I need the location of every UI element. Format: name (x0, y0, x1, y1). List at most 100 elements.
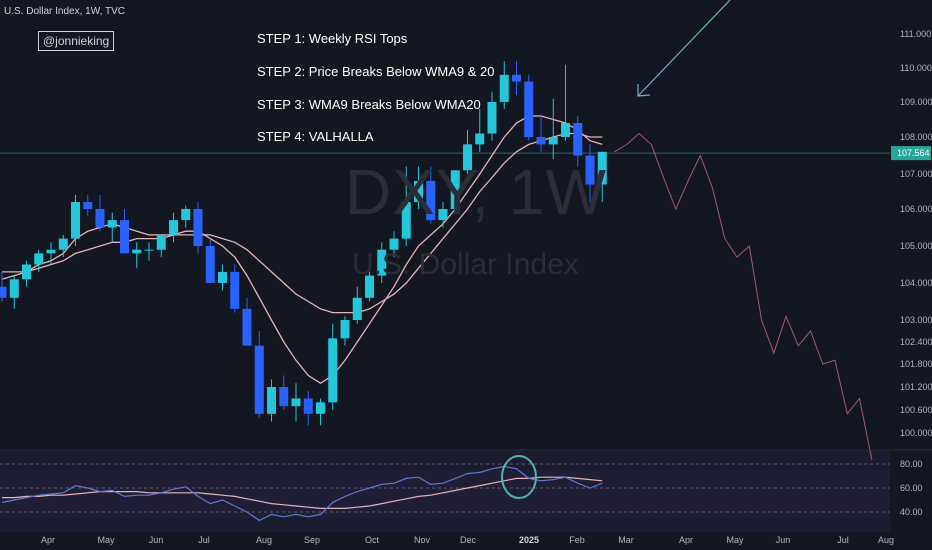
candle-body (475, 133, 485, 145)
x-tick-label: Jun (149, 535, 164, 545)
x-tick-label: 2025 (519, 535, 539, 545)
price-tick-label: 101.200 (900, 382, 932, 392)
last-price-badge (891, 146, 931, 161)
price-tick-label: 111.000 (900, 29, 931, 39)
candle-body (536, 137, 546, 145)
rsi-tick-label: 80.00 (900, 459, 923, 469)
candle-body (181, 209, 191, 221)
candle-body (548, 137, 558, 145)
candle-body (34, 253, 44, 265)
x-tick-label: May (97, 535, 115, 545)
x-tick-label: Feb (569, 535, 585, 545)
annotation-arrow-line (637, 0, 731, 97)
price-tick-label: 103.000 (900, 315, 932, 325)
candle-body (205, 246, 215, 283)
candle-body (450, 170, 460, 209)
candle-body (279, 387, 289, 407)
candle-body (193, 209, 203, 246)
candle-body (218, 271, 227, 283)
axes: 111.000 110.000 109.000 108.000 107.000 106.0… (0, 29, 932, 545)
price-tick-label: 104.000 (900, 278, 932, 288)
x-tick-label: Mar (618, 535, 634, 545)
candle-body (597, 151, 607, 185)
watermark-name: U.S. Dollar Index (352, 248, 579, 281)
chart-title: U.S. Dollar Index, 1W, TVC (4, 6, 125, 17)
price-tick-label: 108.000 (900, 132, 932, 142)
candle-body (132, 249, 142, 254)
watermark-symbol: DXY, 1W (345, 156, 607, 228)
step-4-label: STEP 4: VALHALLA (257, 129, 374, 144)
candle-body (267, 387, 276, 414)
candle-body (573, 123, 583, 156)
rsi-indicator (0, 455, 890, 522)
candle-body (463, 144, 472, 171)
candle-body (585, 155, 595, 185)
candle-body (107, 220, 117, 228)
candle-body (0, 286, 7, 298)
candles (0, 61, 607, 426)
candle-body (524, 81, 534, 137)
chart-annotations (637, 0, 731, 97)
wma20-line (2, 132, 603, 314)
candle-body (499, 74, 509, 102)
candle-body (95, 209, 105, 228)
price-tick-label: 109.000 (900, 97, 932, 107)
candle-body (377, 249, 387, 276)
rsi-band (0, 470, 890, 518)
candle-body (58, 238, 68, 250)
candle-body (254, 345, 264, 414)
x-tick-label: Jun (776, 535, 791, 545)
price-tick-label: 105.000 (900, 241, 932, 251)
x-tick-label: Dec (460, 535, 477, 545)
rsi-top-highlight-circle (501, 455, 537, 499)
candle-body (169, 220, 178, 235)
x-tick-label: Jul (837, 535, 849, 545)
x-tick-label: Apr (41, 535, 55, 545)
x-tick-label: Oct (365, 535, 380, 545)
rsi-tick-label: 60.00 (900, 483, 923, 493)
step-3-label: STEP 3: WMA9 Breaks Below WMA20 (257, 97, 481, 112)
candle-body (291, 398, 301, 407)
candle-body (340, 320, 350, 339)
price-tick-label: 102.400 (900, 337, 932, 347)
annotation-arrow-head (637, 84, 651, 97)
candle-body (22, 264, 31, 280)
candle-body (156, 234, 166, 250)
x-tick-label: Aug (256, 535, 272, 545)
candle-body (120, 220, 129, 254)
price-tick-label: 107.000 (900, 169, 932, 179)
x-tick-label: Jul (198, 535, 210, 545)
candle-body (303, 398, 313, 414)
step-2-label: STEP 2: Price Breaks Below WMA9 & 20 (257, 64, 495, 79)
candle-body (414, 181, 423, 202)
x-tick-label: May (726, 535, 744, 545)
price-tick-label: 100.000 (900, 428, 932, 438)
projection-path (614, 132, 873, 460)
candle-body (9, 279, 19, 298)
x-tick-label: Apr (679, 535, 693, 545)
candle-body (365, 275, 374, 298)
candle-body (512, 74, 521, 82)
price-tick-label: 106.000 (900, 204, 932, 214)
candle-body (487, 102, 497, 134)
candle-body (316, 402, 325, 414)
candle-body (83, 202, 93, 209)
rsi-tick-label: 40.00 (900, 507, 923, 517)
step-1-label: STEP 1: Weekly RSI Tops (257, 31, 408, 46)
author-handle: @jonnieking (38, 31, 115, 51)
candle-body (242, 308, 252, 346)
x-tick-label: Nov (414, 535, 431, 545)
candle-body (401, 202, 411, 239)
rsi-line (1, 465, 603, 522)
candle-body (352, 297, 362, 320)
price-tick-label: 100.600 (900, 405, 932, 415)
candle-body (561, 123, 570, 137)
x-tick-label: Aug (878, 535, 894, 545)
candle-body (71, 202, 80, 239)
last-price-label: 107.564 (897, 148, 930, 158)
candle-body (438, 209, 448, 221)
candle-body (144, 249, 154, 251)
price-tick-label: 101.800 (900, 359, 932, 369)
candle-body (230, 271, 240, 309)
